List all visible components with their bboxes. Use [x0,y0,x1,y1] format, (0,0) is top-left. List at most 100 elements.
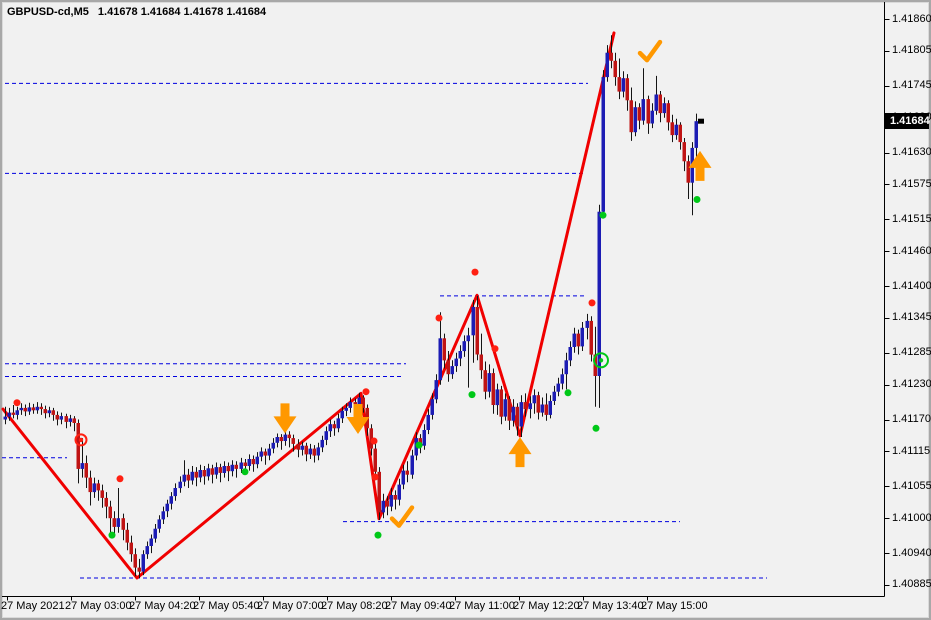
candle-body-bull [320,439,324,448]
candle-body-bull [230,464,234,472]
candle-body-bear [96,483,100,491]
candle-body-bull [68,418,72,422]
candle-body-bull [259,451,263,457]
candle-body-bull [462,341,466,352]
quote-ohlc-label: 1.41678 1.41684 1.41678 1.41684 [97,6,267,18]
candle-body-bull [466,335,470,342]
candle-body-bull [336,418,340,429]
candle-body-bull [601,77,605,212]
candle-body-bear [133,554,137,568]
candle-body-bull [401,470,405,485]
last-close-marker [698,118,704,124]
candle-body-bull [153,528,157,539]
check-mark-icon [389,505,415,528]
signal-dot-green [468,391,476,399]
candle-body-bull [116,518,120,527]
candle-body-bear [186,474,190,481]
candle-body-bull [35,406,39,411]
candle-body-bear [202,470,206,477]
candle-body-bear [251,459,255,465]
candle-body-bull [222,466,226,473]
candle-body-bull [438,338,442,381]
candle-body-bull [511,406,515,421]
candle-body-bear [84,463,88,478]
candle-body-bull [568,347,572,361]
candle-body-bear [88,477,92,493]
candle-body-bear [243,462,247,466]
candle-body-bear [112,518,116,527]
signal-dot-red [471,268,479,276]
candle-body-bull [275,437,279,443]
candle-body-bear [332,424,336,429]
candle-body-bear [361,397,365,408]
chart-title: GBPUSD-cd,M5 1.41678 1.41684 1.41678 1.41… [7,6,266,18]
candle-body-bear [218,467,222,473]
candle-body-bear [544,404,548,415]
signal-dot-green [599,211,607,219]
signal-dot-green [374,531,382,539]
candle-body-bull [454,358,458,367]
candle-body-bear [666,103,670,123]
candle-body-bear [479,354,483,371]
candle-body-bull [348,402,352,408]
candle-body-bull [556,383,560,392]
signal-dot-green [241,468,249,476]
candle-body-bull [19,407,23,411]
candle-body-bull [580,327,584,347]
candle-body-bear [353,402,357,405]
candle-body-bull [190,471,194,481]
candle-body-bear [296,443,300,450]
candle-body-bull [59,416,63,420]
candle-body-bull [182,474,186,482]
candle-body-bear [129,542,133,555]
candle-body-bear [291,438,295,444]
candle-body-bull [3,416,7,420]
candle-body-bear [43,409,47,414]
candle-body-bull [434,380,438,400]
candle-body-bear [507,399,511,421]
candle-body-bear [31,407,35,411]
candle-body-bull [621,78,625,92]
candle-body-bull [344,407,348,411]
entry-circle-green [593,352,609,369]
candle-body-bear [625,78,629,101]
candle-body-bull [389,495,393,507]
candle-body-bear [491,373,495,405]
candle-body-bull [450,366,454,375]
candle-body-bull [503,399,507,417]
candle-body-bull [145,546,149,555]
candle-body-bull [564,360,568,375]
signal-dot-red [588,299,596,307]
candle-body-bear [393,495,397,500]
current-price-label: 1.41684 [890,115,930,127]
candle-body-bull [532,395,536,404]
candle-body-bear [11,412,15,415]
candle-body-bear [536,395,540,413]
candle-body-bear [108,506,112,519]
candle-body-bear [637,107,641,121]
candle-body-bear [72,418,76,423]
candle-body-bear [373,448,377,472]
candle-body-bull [169,496,173,504]
candle-body-bear [377,471,381,513]
candle-body-bear [210,468,214,475]
candle-body-bull [560,374,564,384]
candle-body-bull [422,430,426,446]
candle-body-bear [629,100,633,133]
signal-dot-red [116,475,124,483]
signal-dot-red [371,473,379,481]
candle-body-bull [430,399,434,415]
candle-body-bear [442,338,446,361]
current-price-box: 1.41684 [885,113,930,129]
candle-body-bull [397,484,401,500]
candle-body-bear [369,428,373,449]
candle-body-bear [682,142,686,162]
candle-body-bull [495,389,499,406]
candle-body-bull [650,110,654,124]
candle-body-bull [300,445,304,450]
check-mark-icon [637,39,663,63]
candle-body-bull [157,519,161,529]
buy-arrow-up-icon [508,437,532,468]
